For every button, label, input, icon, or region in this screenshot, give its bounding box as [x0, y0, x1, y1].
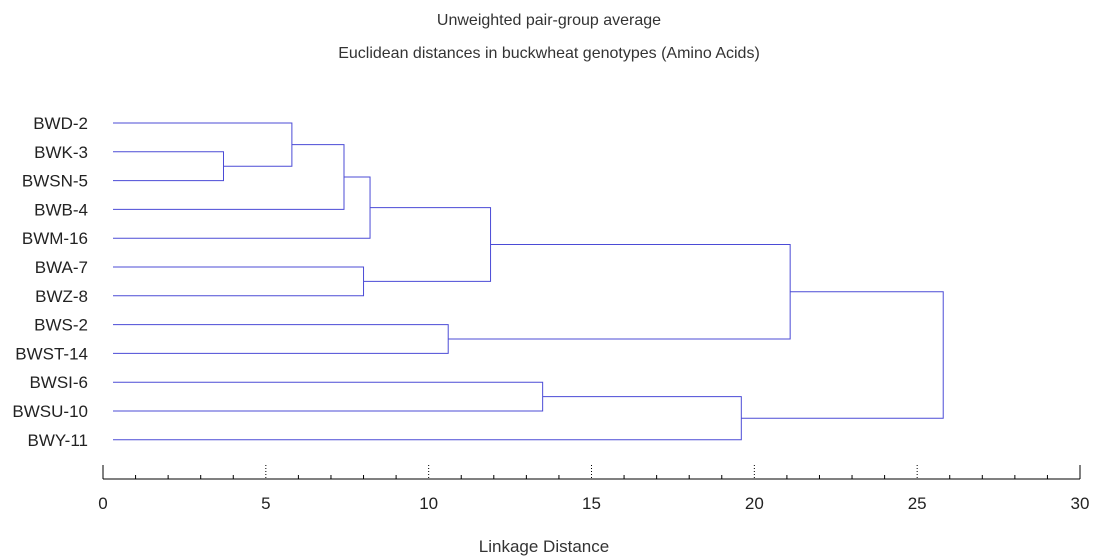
leaf-label: BWK-3: [34, 143, 88, 162]
leaf-label: BWY-11: [28, 431, 88, 450]
dendrogram-branch: [113, 396, 742, 441]
dendrogram-branch: [113, 176, 371, 239]
dendrogram-branch: [113, 266, 365, 297]
leaf-label: BWSI-6: [29, 373, 88, 392]
dendrogram-branch: [113, 324, 449, 354]
x-tick-label: 10: [419, 494, 438, 513]
leaf-label: BWB-4: [34, 200, 88, 219]
x-tick-label: 30: [1071, 494, 1090, 513]
leaf-label: BWA-7: [35, 258, 88, 277]
dendrogram-branch: [113, 122, 293, 167]
x-tick-label: 25: [908, 494, 927, 513]
x-tick-label: 5: [261, 494, 270, 513]
leaf-label: BWS-2: [34, 316, 88, 335]
x-tick-label: 0: [98, 494, 107, 513]
dendrogram-branch: [113, 144, 345, 210]
dendrogram-branch: [363, 207, 492, 282]
leaf-label: BWST-14: [15, 344, 88, 363]
chart-subtitle: Euclidean distances in buckwheat genotyp…: [338, 45, 760, 62]
x-axis: 0 5 10 15 20 25 30: [98, 465, 1089, 513]
dendrogram-branches: [113, 122, 944, 441]
dendrogram-branch: [113, 151, 224, 182]
leaf-label: BWZ-8: [35, 287, 88, 306]
dendrogram-branch: [741, 291, 944, 419]
chart-title: Unweighted pair-group average: [437, 12, 661, 29]
dendrogram-branch: [113, 381, 544, 412]
x-tick-label: 20: [745, 494, 764, 513]
leaf-label: BWSU-10: [12, 402, 88, 421]
leaf-label: BWM-16: [22, 229, 88, 248]
x-axis-title: Linkage Distance: [479, 537, 609, 556]
leaf-labels: BWD-2 BWK-3 BWSN-5 BWB-4 BWM-16 BWA-7 BWZ-8 BWS…: [12, 114, 88, 450]
leaf-label: BWSN-5: [22, 172, 88, 191]
leaf-label: BWD-2: [33, 114, 88, 133]
dendrogram-branch: [448, 244, 791, 340]
x-tick-label: 15: [582, 494, 601, 513]
